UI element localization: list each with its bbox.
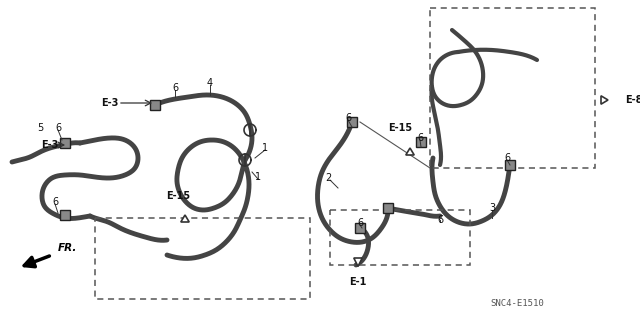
Text: E-3: E-3 bbox=[100, 98, 118, 108]
Bar bbox=[416, 137, 426, 147]
Text: E-8: E-8 bbox=[625, 95, 640, 105]
Text: SNC4-E1510: SNC4-E1510 bbox=[490, 299, 544, 308]
Text: 1: 1 bbox=[262, 143, 268, 153]
Text: 6: 6 bbox=[345, 113, 351, 123]
Text: 1: 1 bbox=[255, 172, 261, 182]
Text: E-1: E-1 bbox=[349, 277, 367, 287]
Bar bbox=[430, 8, 595, 168]
Bar bbox=[95, 218, 310, 299]
Text: E-15: E-15 bbox=[388, 123, 412, 133]
Text: 6: 6 bbox=[55, 123, 61, 133]
Text: 6: 6 bbox=[52, 197, 58, 207]
Text: E-15: E-15 bbox=[166, 191, 190, 201]
Bar bbox=[150, 100, 160, 110]
Polygon shape bbox=[406, 148, 414, 155]
Text: 4: 4 bbox=[207, 78, 213, 88]
Text: FR.: FR. bbox=[58, 243, 77, 253]
Bar bbox=[347, 117, 357, 127]
Text: 5: 5 bbox=[37, 123, 43, 133]
Text: E-3: E-3 bbox=[40, 140, 58, 150]
Text: 3: 3 bbox=[489, 203, 495, 213]
Polygon shape bbox=[181, 215, 189, 222]
Text: 6: 6 bbox=[417, 133, 423, 143]
Text: 6: 6 bbox=[437, 215, 443, 225]
Polygon shape bbox=[354, 258, 362, 266]
Bar bbox=[505, 160, 515, 170]
Bar bbox=[60, 210, 70, 220]
Bar bbox=[355, 223, 365, 233]
Bar bbox=[383, 203, 393, 213]
Text: 6: 6 bbox=[504, 153, 510, 163]
Text: 2: 2 bbox=[325, 173, 331, 183]
Text: 6: 6 bbox=[357, 218, 363, 228]
Bar bbox=[330, 210, 470, 265]
Bar bbox=[60, 138, 70, 148]
Polygon shape bbox=[601, 96, 608, 104]
Text: 6: 6 bbox=[172, 83, 178, 93]
